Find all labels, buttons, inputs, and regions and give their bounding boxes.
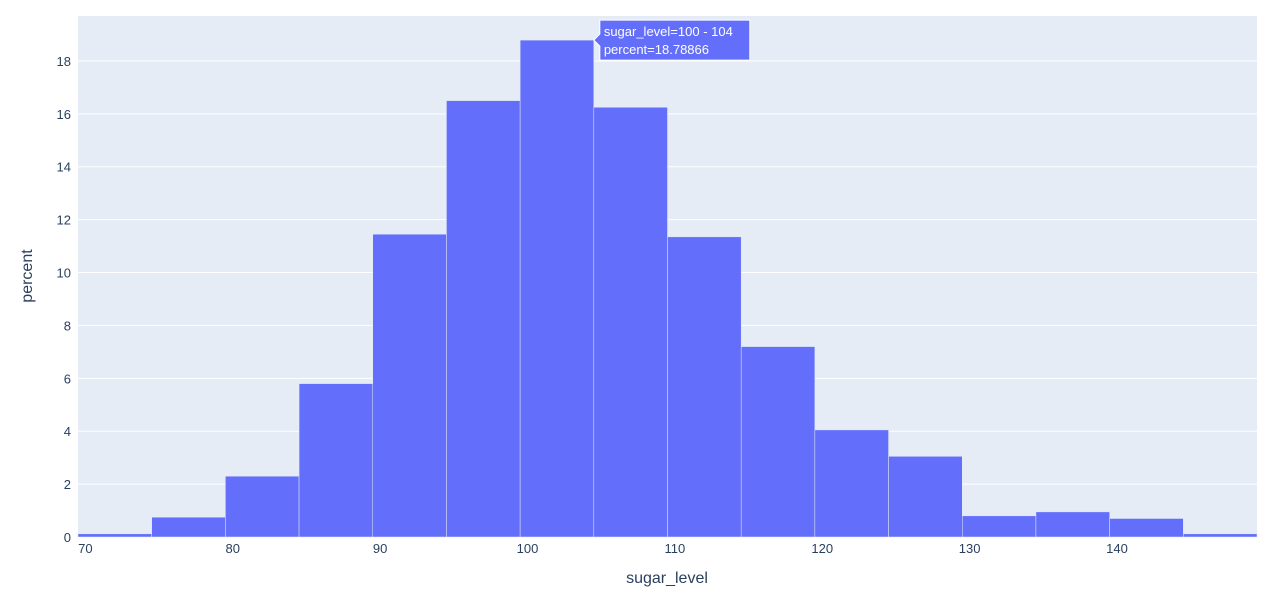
- hover-tooltip-line2: percent=18.78866: [604, 42, 709, 57]
- histogram-bar[interactable]: [593, 106, 668, 538]
- y-tick-label: 0: [64, 530, 71, 545]
- hover-tooltip: sugar_level=100 - 104 percent=18.78866: [593, 19, 751, 61]
- x-tick-label: 90: [373, 541, 387, 556]
- y-tick-label: 4: [64, 424, 71, 439]
- histogram-bar[interactable]: [1035, 511, 1110, 538]
- histogram-bar[interactable]: [446, 100, 521, 538]
- histogram-bar[interactable]: [225, 475, 300, 538]
- y-tick-label: 12: [57, 213, 71, 228]
- x-tick-label: 110: [665, 541, 686, 556]
- histogram-bar[interactable]: [151, 516, 226, 538]
- histogram-bar[interactable]: [740, 346, 816, 538]
- histogram-bar[interactable]: [1183, 533, 1258, 538]
- histogram-bar[interactable]: [298, 383, 373, 538]
- x-tick-label: 100: [517, 541, 539, 556]
- y-tick-label: 14: [57, 160, 71, 175]
- x-axis-title: sugar_level: [626, 570, 708, 587]
- histogram-bar[interactable]: [667, 236, 742, 538]
- histogram-bar[interactable]: [372, 233, 447, 538]
- histogram-bar[interactable]: [77, 533, 152, 538]
- hover-tooltip-line1: sugar_level=100 - 104: [604, 24, 733, 39]
- x-tick-label: 70: [78, 541, 92, 556]
- y-tick-label: 10: [57, 266, 71, 281]
- histogram-bar[interactable]: [814, 429, 889, 538]
- y-tick-label: 8: [64, 318, 71, 333]
- histogram-bar[interactable]: [519, 39, 595, 538]
- histogram-bar[interactable]: [888, 456, 963, 538]
- x-tick-label: 120: [811, 541, 833, 556]
- x-tick-label: 140: [1106, 541, 1128, 556]
- y-tick-labels: 0 2 4 6 8 10 12 14 16 18: [57, 54, 71, 545]
- x-tick-label: 80: [226, 541, 240, 556]
- y-tick-label: 16: [57, 107, 71, 122]
- y-tick-label: 2: [64, 477, 71, 492]
- x-tick-labels: 70 80 90 100 110 120 130 140: [78, 541, 1128, 556]
- histogram-bar[interactable]: [1109, 518, 1184, 538]
- y-axis-title: percent: [19, 249, 36, 303]
- hover-tooltip-box: [593, 19, 751, 61]
- histogram-bar[interactable]: [962, 515, 1037, 538]
- y-tick-label: 18: [57, 54, 71, 69]
- histogram-bars: [77, 39, 1258, 538]
- x-tick-label: 130: [959, 541, 981, 556]
- y-tick-label: 6: [64, 371, 71, 386]
